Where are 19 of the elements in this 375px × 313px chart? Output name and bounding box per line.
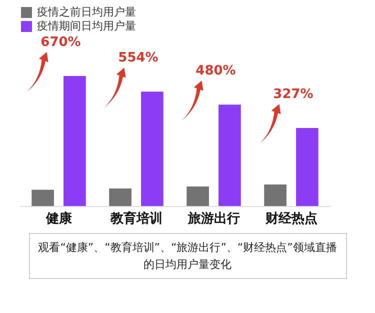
bar (32, 190, 54, 206)
bar (64, 76, 86, 206)
bar (109, 188, 132, 206)
x-tick-label: 财经热点 (264, 210, 318, 226)
bar (141, 92, 164, 206)
annotation: 670% (40, 35, 81, 50)
bar (296, 128, 318, 206)
legend-label: 疫情之前日均用户量 (37, 6, 136, 18)
x-tick-label: 旅游出行 (186, 210, 240, 226)
bar (264, 184, 286, 206)
legend-label: 疫情期间日均用户量 (37, 20, 136, 32)
x-tick-label: 教育培训 (109, 210, 162, 226)
annotation: 480% (196, 64, 236, 79)
bar (186, 186, 209, 206)
text: 观看“健康”、“教育培训”、“旅游出行”、“财经热点”领域直播的日均用户量变化 (28, 233, 346, 279)
bar (218, 104, 241, 206)
annotation: 554% (118, 50, 158, 66)
annotation: 327% (273, 87, 314, 102)
x-tick-label: 健康 (44, 210, 73, 226)
